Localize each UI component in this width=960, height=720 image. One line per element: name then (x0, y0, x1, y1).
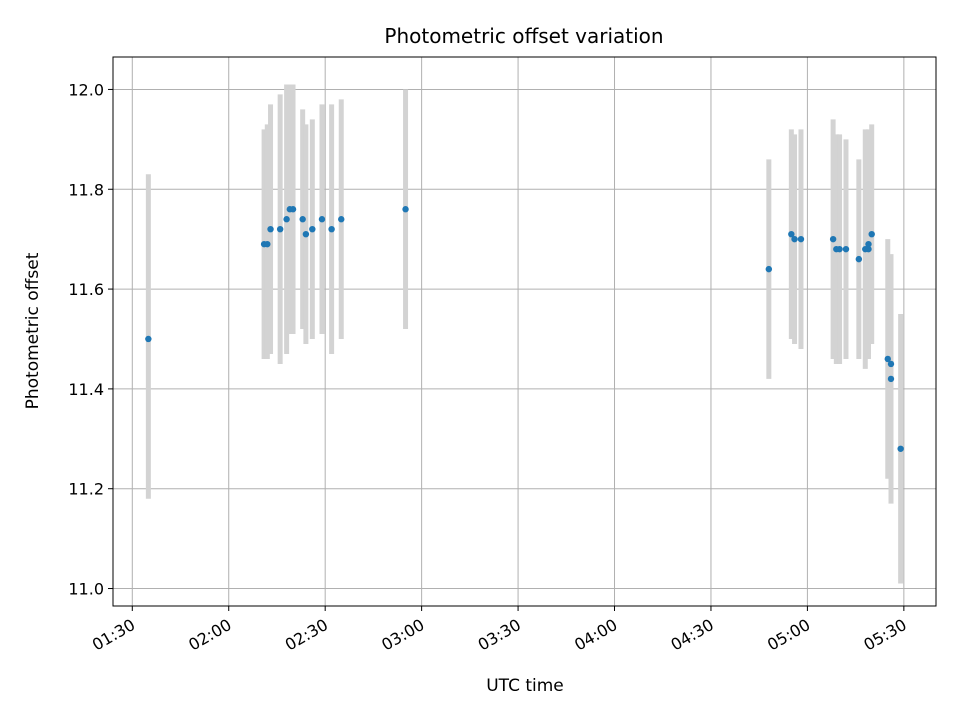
data-point (402, 206, 409, 213)
data-point (145, 335, 152, 343)
data-point (842, 245, 850, 253)
data-point (309, 225, 316, 233)
data-point (865, 240, 872, 248)
data-point (338, 216, 345, 223)
data-point (855, 255, 863, 263)
chart-title: Photometric offset variation (384, 24, 663, 48)
data-point (318, 216, 326, 223)
data-point (283, 216, 290, 223)
data-point (887, 360, 895, 368)
data-point (264, 240, 271, 248)
y-tick-label: 11.0 (68, 580, 104, 599)
y-tick-label: 11.4 (68, 380, 104, 399)
data-point (829, 235, 837, 243)
data-point (884, 355, 891, 363)
data-point (765, 265, 773, 273)
data-point (788, 230, 795, 238)
plot-frame (112, 56, 937, 607)
data-point (797, 235, 805, 243)
x-axis-title: UTC time (486, 676, 564, 696)
y-tick-label: 11.8 (68, 180, 104, 199)
data-point (328, 225, 335, 233)
data-point (897, 445, 904, 452)
y-tick-label: 11.6 (68, 280, 104, 299)
y-axis-ticks: 11.0 11.2 11.4 11.6 11.8 12.0 (68, 80, 113, 599)
data-point (836, 245, 843, 253)
data-point (267, 225, 274, 233)
y-tick-label: 12.0 (68, 80, 104, 99)
plot-area (113, 57, 936, 606)
data-points (145, 206, 904, 452)
y-axis-title: Photometric offset (23, 252, 43, 409)
data-point (865, 245, 872, 253)
data-point (289, 206, 297, 213)
data-point (299, 216, 306, 223)
data-point (887, 375, 895, 383)
data-point (276, 225, 284, 233)
data-point (791, 235, 798, 243)
data-point (302, 230, 310, 238)
y-tick-label: 11.2 (68, 480, 104, 499)
grid (113, 57, 936, 606)
data-point (868, 230, 875, 238)
